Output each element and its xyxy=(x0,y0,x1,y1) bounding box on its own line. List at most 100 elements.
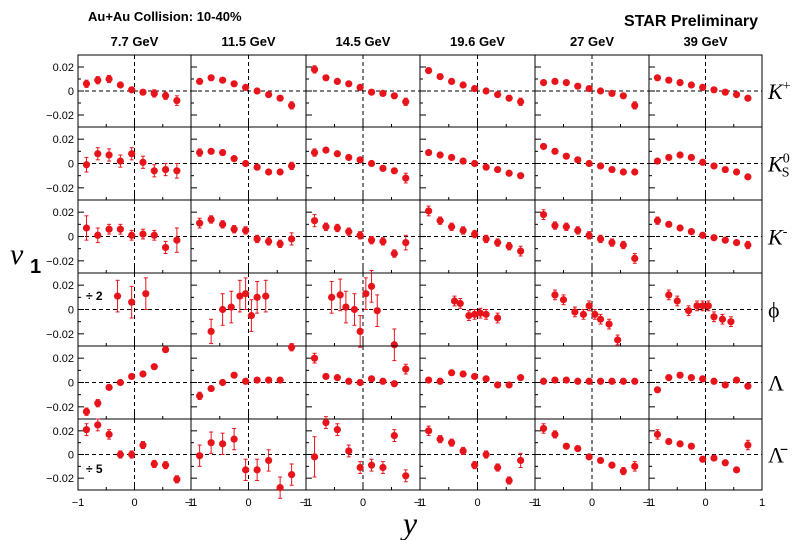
data-marker xyxy=(673,297,681,305)
panel xyxy=(534,126,650,201)
data-point xyxy=(288,232,296,246)
data-marker xyxy=(562,152,570,160)
data-point xyxy=(551,147,559,155)
data-point xyxy=(345,153,353,162)
data-marker xyxy=(494,463,502,472)
data-marker xyxy=(585,302,593,310)
data-point xyxy=(276,94,284,102)
data-point xyxy=(436,377,444,385)
data-point xyxy=(673,295,681,307)
data-marker xyxy=(459,81,467,89)
data-marker xyxy=(333,224,341,232)
data-point xyxy=(322,372,330,381)
data-marker xyxy=(559,296,568,304)
data-point xyxy=(333,374,341,382)
data-marker xyxy=(242,226,250,235)
data-point xyxy=(631,101,639,110)
x-tick-label: 1 xyxy=(646,497,652,509)
data-marker xyxy=(105,383,113,391)
data-point xyxy=(482,450,490,459)
data-marker xyxy=(139,230,147,238)
data-marker xyxy=(732,376,741,384)
data-point xyxy=(476,307,484,319)
data-marker xyxy=(665,76,673,84)
data-marker xyxy=(345,80,353,88)
data-marker xyxy=(276,484,284,492)
data-marker xyxy=(574,82,582,90)
data-point xyxy=(699,375,707,383)
data-marker xyxy=(276,94,284,102)
data-marker xyxy=(471,85,479,93)
data-marker xyxy=(230,80,238,88)
data-point xyxy=(631,377,639,385)
panel xyxy=(648,199,763,274)
data-marker xyxy=(494,381,502,389)
data-marker xyxy=(230,371,238,379)
data-point xyxy=(161,163,170,177)
data-point xyxy=(173,475,181,484)
data-point xyxy=(276,376,284,384)
data-marker xyxy=(676,79,684,87)
data-point xyxy=(596,87,605,95)
data-point xyxy=(310,148,319,157)
data-point xyxy=(471,309,479,320)
data-point xyxy=(425,425,433,437)
data-point xyxy=(425,376,433,384)
data-marker xyxy=(82,426,91,434)
data-point xyxy=(744,173,752,181)
data-point xyxy=(585,300,593,312)
data-marker xyxy=(710,162,718,170)
y-tick-label: 0 xyxy=(68,86,74,98)
data-marker xyxy=(744,382,752,390)
data-point xyxy=(310,65,319,74)
data-marker xyxy=(207,74,215,82)
data-marker xyxy=(207,147,215,155)
x-tick-label: −1 xyxy=(72,497,85,509)
y-tick-label: −0.02 xyxy=(46,473,74,485)
data-point xyxy=(230,371,238,379)
particle-label: K0 S xyxy=(767,152,790,181)
data-marker xyxy=(596,315,605,323)
data-marker xyxy=(242,466,250,474)
panel xyxy=(77,418,192,491)
data-marker xyxy=(139,158,147,166)
data-marker xyxy=(142,290,150,298)
data-marker xyxy=(367,236,376,244)
data-marker xyxy=(196,148,204,157)
data-point xyxy=(345,227,353,236)
data-point xyxy=(482,234,490,244)
data-marker xyxy=(721,165,729,174)
data-point xyxy=(265,91,273,99)
data-marker xyxy=(482,375,490,383)
data-point xyxy=(710,162,718,170)
data-marker xyxy=(94,76,102,84)
data-point xyxy=(379,89,387,97)
data-point xyxy=(390,92,398,100)
data-point xyxy=(494,165,502,174)
data-point xyxy=(456,298,464,309)
data-point xyxy=(253,281,261,314)
x-tick-label: 0 xyxy=(245,497,251,509)
data-marker xyxy=(448,223,456,231)
data-point xyxy=(276,239,284,248)
data-marker xyxy=(505,476,513,485)
data-point xyxy=(721,165,729,174)
data-point xyxy=(710,234,718,242)
panel xyxy=(419,418,536,491)
data-point xyxy=(105,429,113,440)
data-marker xyxy=(505,94,513,102)
data-marker xyxy=(379,463,387,472)
data-point xyxy=(710,311,718,323)
x-tick-label: 0 xyxy=(131,497,137,509)
data-point xyxy=(390,429,398,442)
data-marker xyxy=(596,377,605,385)
y-tick-label: 0 xyxy=(68,450,74,462)
data-point xyxy=(471,159,479,168)
data-point xyxy=(571,306,579,318)
data-marker xyxy=(336,291,344,299)
panel xyxy=(419,345,536,420)
data-point xyxy=(585,231,593,240)
data-marker xyxy=(116,378,124,387)
data-marker xyxy=(482,163,490,171)
